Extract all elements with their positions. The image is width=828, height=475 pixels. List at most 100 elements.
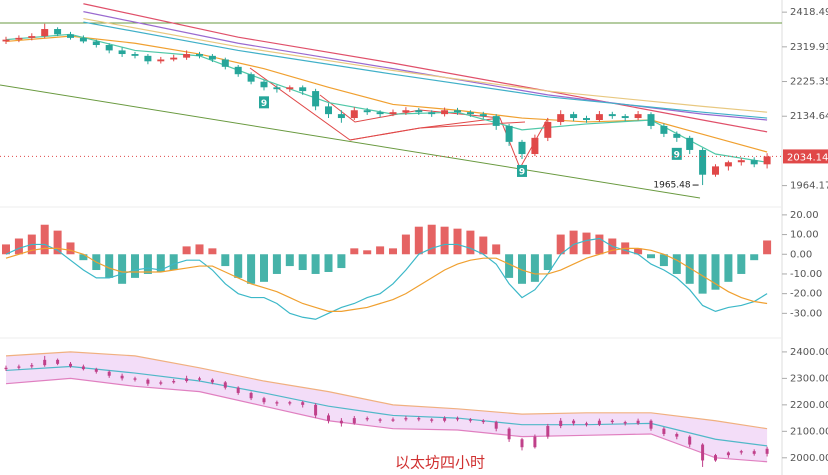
macd-bar <box>234 254 243 278</box>
candle-body <box>172 381 176 383</box>
candle-body <box>404 418 408 420</box>
candle-body <box>634 114 642 119</box>
candle-body <box>236 387 240 393</box>
candle-body <box>623 422 627 424</box>
candle-body <box>468 419 472 421</box>
moving-average <box>83 17 768 113</box>
macd-bar <box>543 254 552 271</box>
macd-bar <box>260 254 268 282</box>
candle-body <box>249 392 253 399</box>
candle-body <box>572 420 576 424</box>
candle-body <box>726 452 730 456</box>
macd-bar <box>569 230 578 255</box>
y-tick-label: -30.00 <box>790 308 822 319</box>
macd-bar <box>105 254 114 278</box>
y-tick-label: 2100.00 <box>790 426 828 437</box>
candle-body <box>81 366 85 370</box>
macd-bar <box>672 254 681 274</box>
macd-bar <box>389 248 397 255</box>
candle-body <box>183 54 191 58</box>
macd-bar <box>143 254 152 274</box>
candle-body <box>350 110 358 119</box>
candle-body <box>365 418 369 420</box>
candle-body <box>92 41 100 46</box>
y-tick-label: 20.00 <box>790 210 819 221</box>
macd-bar <box>272 254 281 274</box>
macd-bar <box>582 232 591 255</box>
candle-body <box>737 160 745 163</box>
td-label: 9 <box>519 167 525 177</box>
y-tick-label: 1964.17 <box>790 181 828 192</box>
candle-body <box>752 451 756 454</box>
candle-body <box>4 367 8 370</box>
y-tick-label: -20.00 <box>790 289 822 300</box>
y-tick-label: -10.00 <box>790 269 822 280</box>
candle-body <box>544 121 552 138</box>
candle-body <box>428 112 436 115</box>
macd-bar <box>79 254 88 261</box>
macd-bar <box>685 254 694 284</box>
candle-body <box>198 378 201 380</box>
macd-bar <box>556 234 565 255</box>
candle-body <box>223 382 227 388</box>
candle-body <box>430 419 434 421</box>
candle-body <box>673 133 681 138</box>
last-price-label: 2034.14 <box>787 152 828 163</box>
band-fill <box>6 351 768 462</box>
macd-bar <box>285 254 294 267</box>
y-tick-label: 0.00 <box>790 249 812 260</box>
candle-body <box>118 50 126 55</box>
macd-bar <box>401 234 410 255</box>
y-tick-label: 2000.00 <box>790 453 828 464</box>
macd-bar <box>221 254 230 267</box>
macd-bar <box>595 234 604 255</box>
candle-body <box>286 87 294 90</box>
candle-body <box>41 29 49 37</box>
macd-bar <box>737 254 746 274</box>
macd-bar <box>647 254 655 259</box>
macd-bar <box>492 244 501 255</box>
candle-body <box>28 36 36 38</box>
candle-body <box>301 402 305 405</box>
candle-body <box>456 418 459 420</box>
td-badge <box>259 96 269 109</box>
candle-body <box>275 402 279 404</box>
candle-body <box>262 398 266 403</box>
macd-bar <box>53 230 62 255</box>
macd-bar <box>659 254 668 267</box>
candle-body <box>583 118 590 120</box>
candle-body <box>312 91 320 107</box>
candle-body <box>273 87 281 90</box>
macd-bar <box>763 240 772 255</box>
candle-body <box>559 420 563 427</box>
candle-body <box>443 418 447 421</box>
candle-body <box>67 34 74 38</box>
macd-bar <box>195 244 204 255</box>
macd-bar <box>453 228 462 255</box>
macd-bar <box>350 248 359 255</box>
macd-bar <box>118 254 127 284</box>
macd-bar <box>324 254 333 272</box>
y-tick-label: 2200.00 <box>790 400 828 411</box>
candle-body <box>107 371 111 376</box>
candle-body <box>570 114 578 119</box>
candle-body <box>739 451 743 453</box>
candle-body <box>675 433 679 437</box>
macd-bar <box>247 254 256 284</box>
candle-body <box>415 110 423 113</box>
candle-body <box>763 156 771 165</box>
macd-bar <box>750 254 759 261</box>
trend-line <box>0 84 701 199</box>
candle-body <box>520 439 524 448</box>
y-tick-label: 2225.35 <box>790 77 828 88</box>
candle-body <box>378 419 382 421</box>
band-lower <box>5 377 768 463</box>
candle-body <box>533 436 537 448</box>
y-tick-label: 10.00 <box>790 230 819 241</box>
candle-body <box>352 418 356 424</box>
macd-panel: 20.00 10.00 0.00 -10.00 -20.00 -30.00 <box>2 210 822 320</box>
candle-body <box>597 420 601 425</box>
moving-average <box>83 3 768 133</box>
candle-body <box>402 110 410 113</box>
candle-body <box>479 114 487 117</box>
